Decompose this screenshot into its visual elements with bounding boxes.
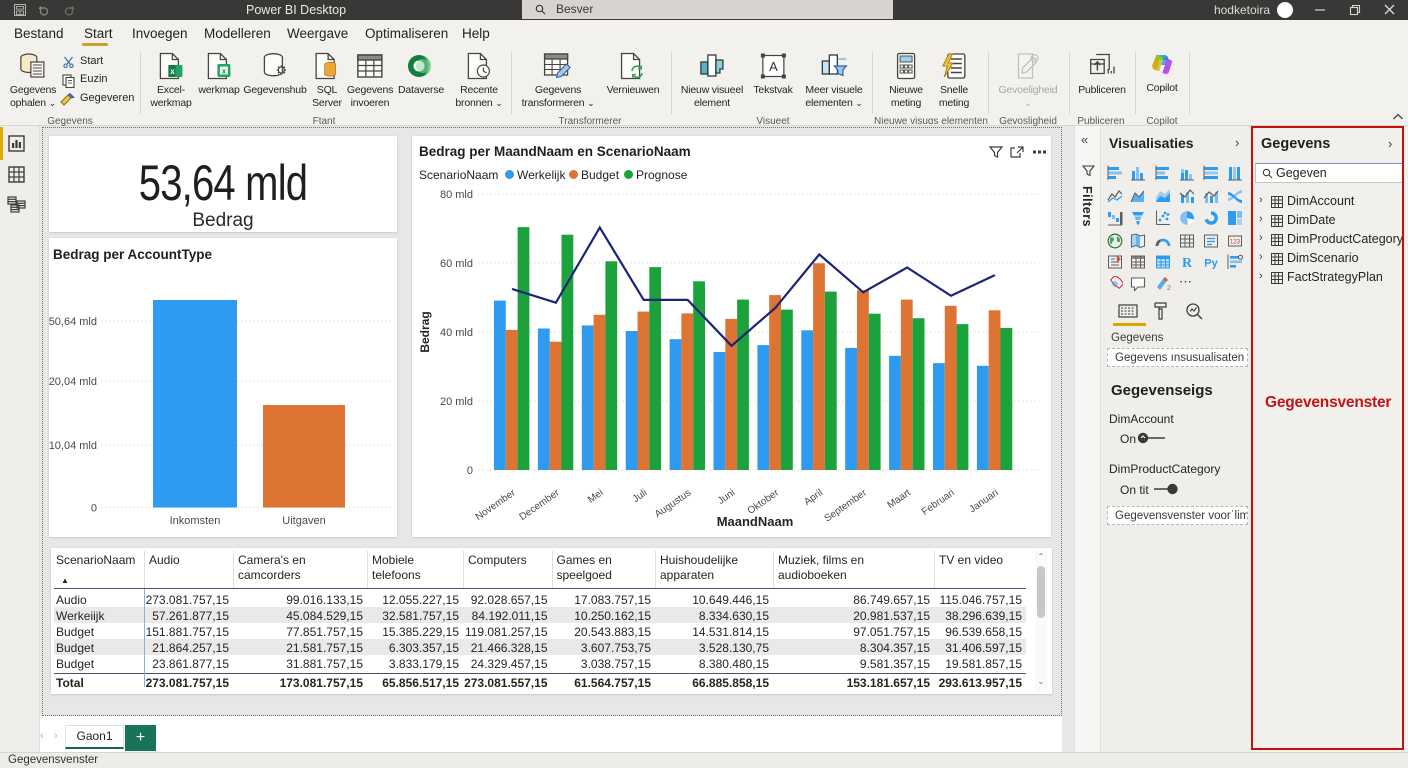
svg-text:60 mld: 60 mld (440, 258, 473, 270)
svg-text:A: A (769, 59, 778, 74)
svg-text:Augustus: Augustus (653, 487, 693, 520)
svg-text:10,04 mld: 10,04 mld (49, 440, 97, 452)
svg-text:November: November (474, 487, 519, 523)
svg-text:20,04 mld: 20,04 mld (49, 376, 97, 388)
svg-text:50,64 mld: 50,64 mld (49, 316, 97, 328)
svg-text:0: 0 (467, 465, 473, 477)
svg-text:Juni: Juni (716, 487, 737, 507)
svg-text:2: 2 (1167, 285, 1171, 292)
svg-text:Maart: Maart (886, 487, 913, 511)
svg-text:Py: Py (1204, 258, 1218, 270)
svg-text:40 mld: 40 mld (440, 327, 473, 339)
svg-text:December: December (518, 487, 563, 523)
svg-text:Bedrag: Bedrag (418, 311, 432, 352)
svg-text:Februari: Februari (920, 487, 957, 517)
svg-text:123: 123 (1230, 240, 1241, 246)
svg-text:Inkomsten: Inkomsten (170, 515, 221, 527)
svg-text:20 mld: 20 mld (440, 396, 473, 408)
svg-text:Oktober: Oktober (746, 487, 782, 517)
svg-text:Uitgaven: Uitgaven (282, 515, 325, 527)
svg-text:Mei: Mei (586, 487, 606, 505)
svg-text:Januari: Januari (967, 487, 1000, 515)
svg-text:x: x (222, 69, 226, 76)
svg-text:x: x (170, 67, 175, 76)
svg-text:0: 0 (91, 503, 97, 515)
svg-text:September: September (823, 487, 870, 524)
svg-text:R: R (1182, 256, 1193, 270)
svg-text:April: April (802, 487, 825, 507)
svg-text:Juli: Juli (631, 487, 650, 505)
svg-text:80 mld: 80 mld (440, 189, 473, 201)
svg-text:MaandNaam: MaandNaam (717, 514, 794, 529)
